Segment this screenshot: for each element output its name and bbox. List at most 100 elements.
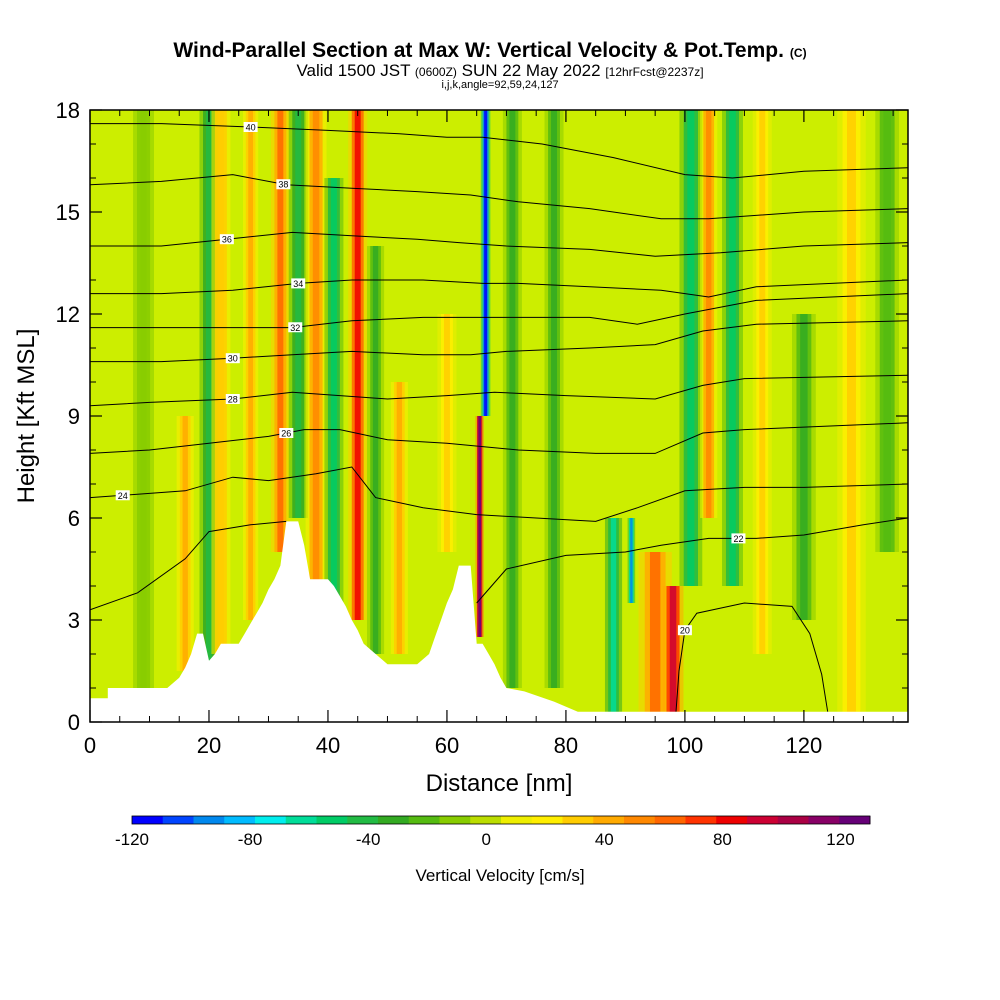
velocity-band-12 [443,314,450,552]
contour-label-28: 28 [228,395,238,405]
contour-label-40: 40 [246,123,256,133]
contour-label-bg-40 [243,122,258,132]
y-tick-label-6: 6 [68,506,80,531]
contour-20 [675,602,829,712]
x-tick-label-40: 40 [316,733,340,758]
velocity-band-15 [509,110,516,688]
velocity-band-20 [669,586,677,712]
colorbar-swatch-19 [716,816,748,824]
x-tick-label-60: 60 [435,733,459,758]
contour-34 [90,279,908,298]
contour-label-bg-22 [731,533,746,544]
contour-label-bg-30 [225,353,240,364]
x-tick-label-20: 20 [197,733,221,758]
velocity-band-13 [478,416,482,637]
velocity-band-0 [140,110,147,705]
y-tick-label-3: 3 [68,608,80,633]
colorbar: -120 -80 -40 0 40 80 120 [115,815,871,849]
chart-subtitle: Valid 1500 JST (0600Z) SUN 22 May 2022 [… [296,61,703,80]
velocity-band-8 [330,178,337,620]
colorbar-tick-label--80: -80 [238,830,263,849]
contour-label-bg-24 [115,490,130,501]
x-tick-label-100: 100 [667,733,704,758]
colorbar-swatch-17 [654,816,686,824]
contour-label-22: 22 [733,534,743,544]
velocity-band-2 [206,110,212,661]
velocity-band-11 [396,382,403,654]
y-axis-label: Height [Kft MSL] [13,329,40,504]
colorbar-frame [131,815,871,825]
colorbar-swatch-18 [685,816,717,824]
colorbar-tick-label-80: 80 [713,830,732,849]
chart-subtitle-indices: i,j,k,angle=92,59,24,127 [441,79,558,91]
velocity-band-4 [248,110,254,620]
velocity-band-16 [551,110,558,688]
velocity-band-19 [649,552,661,712]
contour-32 [90,293,908,329]
velocity-band-23 [729,110,736,586]
subtitle-utc: (0600Z) [415,65,457,79]
x-tick-label-0: 0 [84,733,96,758]
colorbar-swatch-22 [808,816,840,824]
contour-labels: 20 22 24 26 28 30 32 34 36 38 40 [115,122,746,636]
colorbar-swatch-11 [470,816,502,824]
contour-label-36: 36 [222,235,232,245]
colorbar-swatch-1 [162,816,194,824]
velocity-band-5 [277,110,284,552]
colorbar-swatch-23 [839,816,871,824]
subtitle-date: SUN 22 May 2022 [462,61,601,80]
colorbar-swatch-16 [624,816,656,824]
contour-label-bg-38 [276,179,291,190]
colorbar-swatch-3 [224,816,256,824]
x-tick-label-120: 120 [786,733,823,758]
velocity-band-24 [759,110,766,654]
colorbar-swatch-5 [285,816,317,824]
y-tick-label-0: 0 [68,710,80,735]
colorbar-tick-label-40: 40 [595,830,614,849]
colorbar-swatch-7 [347,816,379,824]
colorbar-swatch-14 [562,816,594,824]
velocity-band-14 [484,110,488,416]
colorbar-label: Vertical Velocity [cm/s] [415,866,584,885]
colorbar-swatch-8 [378,816,410,824]
velocity-band-10 [372,246,379,654]
velocity-band-18 [630,518,633,603]
chart-title: Wind-Parallel Section at Max W: Vertical… [173,39,806,62]
colorbar-swatch-2 [193,816,225,824]
colorbar-swatch-4 [255,816,287,824]
colorbar-swatch-15 [593,816,625,824]
contour-label-26: 26 [281,429,291,439]
colorbar-swatch-20 [747,816,779,824]
terrain-mask [90,521,908,722]
contour-label-34: 34 [293,279,303,289]
y-tick-label-12: 12 [56,302,80,327]
contour-label-bg-20 [677,625,692,636]
chart-title-units: (C) [790,46,807,60]
contour-label-24: 24 [118,491,128,501]
colorbar-tick-label-0: 0 [482,830,491,849]
y-tick-label-9: 9 [68,404,80,429]
x-tick-label-80: 80 [554,733,578,758]
velocity-band-7 [312,110,320,586]
subtitle-valid: Valid 1500 JST [296,61,410,80]
velocity-band-26 [847,110,856,712]
velocity-band-21 [687,110,695,586]
contour-label-bg-32 [288,322,303,333]
velocity-band-27 [883,110,891,552]
contour-label-bg-36 [219,234,234,245]
velocity-band-22 [706,110,712,518]
velocity-band-25 [800,314,808,620]
velocity-band-9 [354,110,361,620]
colorbar-swatch-12 [501,816,533,824]
contour-26 [90,422,908,454]
contour-label-20: 20 [680,626,690,636]
colorbar-tick-label--40: -40 [356,830,381,849]
contour-label-bg-34 [291,278,306,289]
colorbar-tick-label--120: -120 [115,830,149,849]
vertical-velocity-field [133,110,900,712]
contour-22-b [476,517,908,604]
contour-24 [90,466,908,522]
colorbar-swatch-13 [531,816,563,824]
